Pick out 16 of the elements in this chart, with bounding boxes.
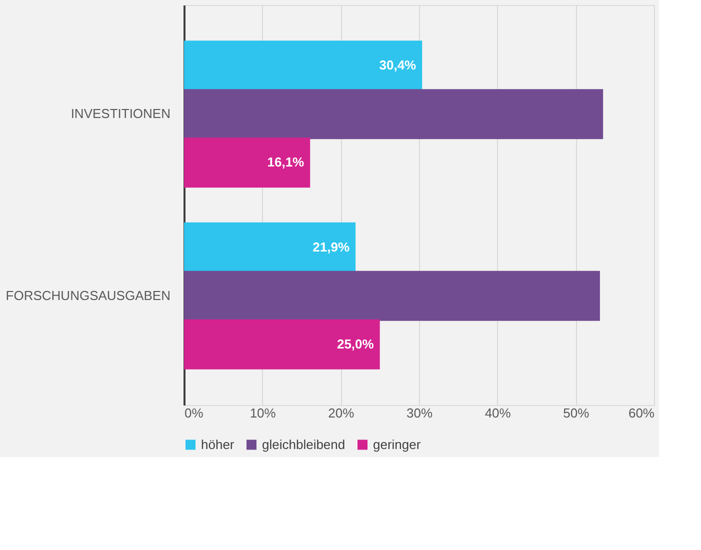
x-tick-label: 40% (484, 406, 512, 420)
x-tick-label: 30% (406, 406, 433, 420)
x-tick-label: 20% (328, 406, 355, 420)
data-label: 16,1% (267, 154, 305, 170)
x-tick-label: 10% (250, 406, 276, 420)
y-tick-label: INVESTITIONEN (70, 106, 170, 122)
data-label: 25,0% (336, 336, 374, 352)
x-tick-label: 60% (628, 406, 655, 420)
x-tick-label: 0% (184, 406, 204, 420)
data-label: 21,9% (312, 239, 350, 254)
x-tick-label: 50% (563, 406, 590, 420)
legend-label: höher (201, 436, 235, 452)
data-label: 30,4% (379, 58, 417, 73)
legend-label: gleichbleibend (262, 436, 346, 452)
y-tick-label: FORSCHUNGSAUSGABEN (6, 288, 170, 303)
legend-label: geringer (373, 436, 422, 452)
